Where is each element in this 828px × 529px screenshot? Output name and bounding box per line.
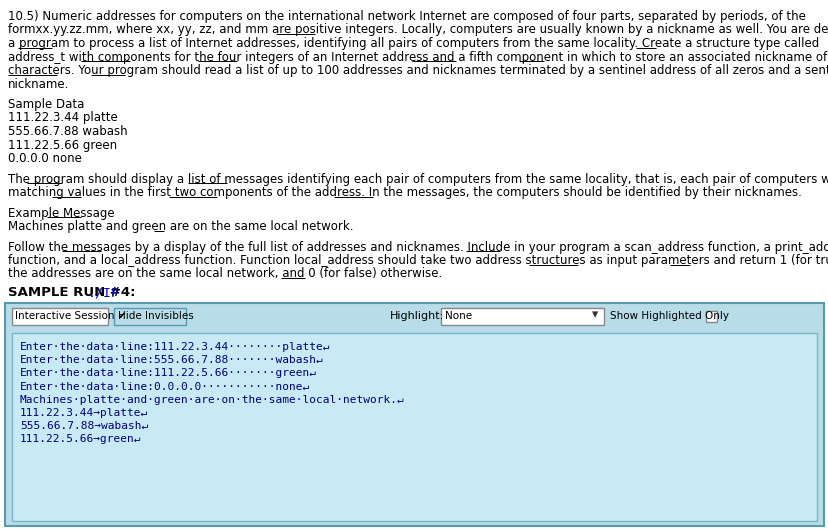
Text: ./IP: ./IP [88, 286, 119, 299]
Text: address_t with components for the four integers of an Internet address and a fif: address_t with components for the four i… [8, 50, 828, 63]
Text: Example Message: Example Message [8, 206, 114, 220]
Text: SAMPLE RUN #4:: SAMPLE RUN #4: [8, 286, 135, 299]
FancyBboxPatch shape [705, 311, 716, 322]
Text: 111.22.5.66 green: 111.22.5.66 green [8, 139, 117, 151]
Text: nickname.: nickname. [8, 78, 70, 90]
Text: Sample Data: Sample Data [8, 98, 84, 111]
Text: The program should display a list of messages identifying each pair of computers: The program should display a list of mes… [8, 172, 828, 186]
Text: Enter·the·data·line:0.0.0.0···········none↵: Enter·the·data·line:0.0.0.0···········no… [20, 381, 310, 391]
Text: function, and a local_address function. Function local_address should take two a: function, and a local_address function. … [8, 254, 828, 267]
Text: Hide Invisibles: Hide Invisibles [118, 311, 194, 321]
Text: 555.66.7.88 wabash: 555.66.7.88 wabash [8, 125, 128, 138]
FancyBboxPatch shape [12, 333, 816, 521]
Text: formxx.yy.zz.mm, where xx, yy, zz, and mm are positive integers. Locally, comput: formxx.yy.zz.mm, where xx, yy, zz, and m… [8, 23, 828, 37]
Text: matching values in the first two components of the address. In the messages, the: matching values in the first two compone… [8, 186, 801, 199]
Text: Show Highlighted Only: Show Highlighted Only [609, 311, 728, 321]
Text: 111.22.3.44→platte↵: 111.22.3.44→platte↵ [20, 408, 148, 418]
Text: the addresses are on the same local network, and 0 (for false) otherwise.: the addresses are on the same local netw… [8, 268, 441, 280]
Text: None: None [445, 311, 472, 321]
Text: Highlight:: Highlight: [389, 311, 444, 321]
FancyBboxPatch shape [5, 303, 823, 526]
Text: 555.66.7.88→wabash↵: 555.66.7.88→wabash↵ [20, 421, 148, 431]
Text: Machines·platte·and·green·are·on·the·same·local·network.↵: Machines·platte·and·green·are·on·the·sam… [20, 395, 404, 405]
Text: Machines platte and green are on the same local network.: Machines platte and green are on the sam… [8, 220, 353, 233]
Text: 111.22.5.66→green↵: 111.22.5.66→green↵ [20, 434, 142, 444]
Text: Follow the messages by a display of the full list of addresses and nicknames. In: Follow the messages by a display of the … [8, 241, 828, 253]
FancyBboxPatch shape [114, 307, 185, 324]
Text: characters. Your program should read a list of up to 100 addresses and nicknames: characters. Your program should read a l… [8, 64, 828, 77]
Text: a program to process a list of Internet addresses, identifying all pairs of comp: a program to process a list of Internet … [8, 37, 818, 50]
FancyBboxPatch shape [440, 307, 604, 324]
Text: 111.22.3.44 platte: 111.22.3.44 platte [8, 112, 118, 124]
Text: Enter·the·data·line:555.66.7.88·······wabash↵: Enter·the·data·line:555.66.7.88·······wa… [20, 355, 324, 365]
FancyBboxPatch shape [12, 307, 108, 324]
Text: 10.5) Numeric addresses for computers on the international network Internet are : 10.5) Numeric addresses for computers on… [8, 10, 805, 23]
Text: ▾: ▾ [591, 308, 598, 322]
Text: Interactive Session ✔: Interactive Session ✔ [15, 311, 127, 321]
Text: Enter·the·data·line:111.22.5.66·······green↵: Enter·the·data·line:111.22.5.66·······gr… [20, 368, 316, 378]
Text: 0.0.0.0 none: 0.0.0.0 none [8, 152, 82, 165]
Text: Enter·the·data·line:111.22.3.44········platte↵: Enter·the·data·line:111.22.3.44········p… [20, 342, 330, 352]
